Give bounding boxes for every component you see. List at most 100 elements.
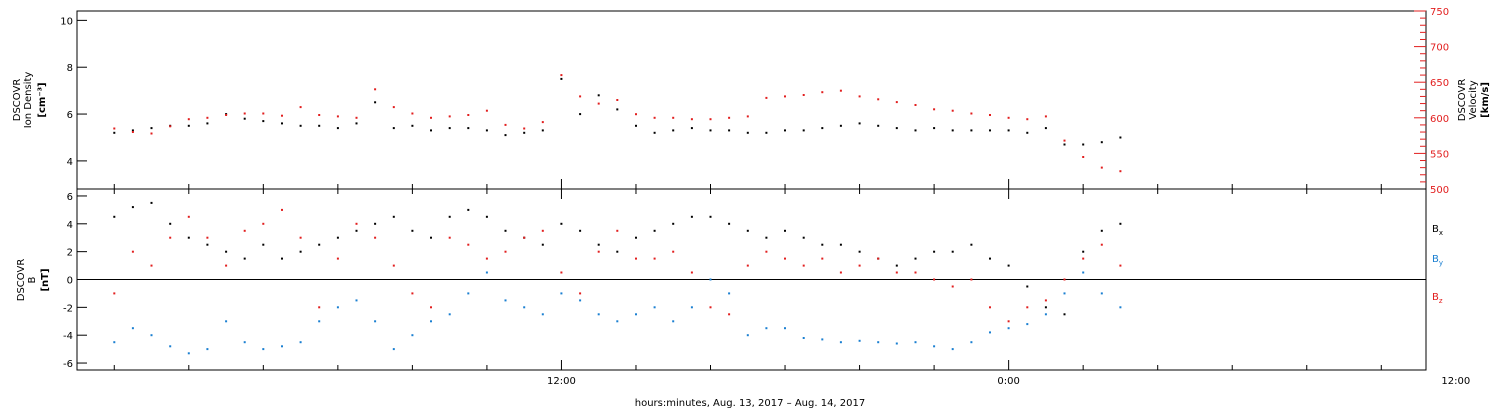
- b-point-2-48: [1007, 320, 1010, 323]
- b-point-2-21: [504, 250, 507, 253]
- b-point-1-39: [839, 341, 842, 344]
- velocity-point-0-5: [206, 116, 209, 119]
- density-velocity-panel: 4 6 8 10 500 550 600 650 700 750 DSCOVR Ion Dens…: [12, 7, 1491, 196]
- b-point-2-11: [318, 306, 321, 309]
- b-point-1-24: [560, 292, 563, 295]
- b-point-0-42: [895, 264, 898, 267]
- panel-1-points: [113, 74, 1122, 173]
- density-point-0-11: [318, 124, 321, 127]
- b-point-2-8: [262, 222, 265, 225]
- b-label-line1: DSCOVR: [16, 259, 27, 302]
- b-point-2-50: [1044, 299, 1047, 302]
- b-point-0-43: [914, 257, 917, 260]
- velocity-point-0-3: [169, 125, 172, 128]
- b-point-0-13: [355, 229, 358, 232]
- density-point-0-33: [728, 129, 731, 132]
- density-point-0-48: [1007, 129, 1010, 132]
- x-axis-ticks: [113, 179, 1382, 370]
- b-point-0-16: [411, 229, 414, 232]
- velocity-label-line2: Velocity: [1468, 80, 1479, 119]
- b-point-1-7: [243, 341, 246, 344]
- velocity-point-0-13: [355, 116, 358, 119]
- b-point-1-47: [989, 331, 991, 334]
- density-point-0-15: [392, 127, 395, 130]
- b-point-0-45: [951, 250, 954, 253]
- b-point-0-5: [206, 243, 209, 246]
- b-point-0-11: [318, 243, 321, 246]
- b-point-0-50: [1044, 306, 1047, 309]
- b-point-1-30: [672, 320, 675, 323]
- density-point-0-26: [597, 94, 600, 97]
- b-point-1-5: [206, 348, 209, 351]
- b-point-2-7: [243, 229, 246, 232]
- density-point-0-24: [560, 77, 563, 80]
- b-point-2-27: [616, 229, 619, 232]
- b-point-0-7: [243, 257, 246, 260]
- b-point-1-37: [802, 337, 805, 339]
- b-point-2-54: [1119, 264, 1122, 267]
- b-point-2-39: [839, 271, 842, 274]
- b-point-1-0: [113, 341, 116, 344]
- velocity-point-0-32: [709, 118, 712, 121]
- b-point-1-41: [877, 341, 880, 344]
- b-point-2-22: [523, 236, 526, 239]
- b-point-1-16: [411, 334, 414, 337]
- b-unit: [nT]: [40, 268, 51, 291]
- b-point-0-46: [970, 243, 973, 246]
- b-point-1-54: [1119, 306, 1122, 309]
- b-point-0-30: [672, 222, 675, 225]
- b-point-1-53: [1100, 292, 1103, 295]
- velocity-tick-label-1: 550: [1430, 149, 1449, 160]
- density-point-0-50: [1044, 127, 1047, 130]
- density-point-0-2: [150, 127, 153, 130]
- b-point-2-9: [281, 208, 283, 211]
- b-point-0-4: [187, 236, 190, 239]
- b-point-1-20: [485, 271, 488, 274]
- b-point-0-31: [690, 215, 693, 218]
- b-point-0-0: [113, 215, 116, 218]
- b-point-1-50: [1044, 313, 1047, 316]
- panel-2-points: [113, 201, 1122, 355]
- velocity-point-0-4: [187, 118, 190, 121]
- velocity-unit: [km/s]: [1480, 82, 1491, 118]
- b-point-0-9: [281, 257, 283, 260]
- velocity-point-0-37: [802, 94, 805, 96]
- b-point-2-33: [728, 313, 731, 316]
- velocity-point-0-24: [560, 74, 563, 77]
- b-point-0-51: [1063, 313, 1066, 316]
- density-point-0-31: [690, 127, 693, 130]
- density-point-0-37: [802, 129, 805, 132]
- b-point-0-47: [989, 257, 991, 260]
- density-point-0-7: [243, 117, 246, 120]
- density-point-0-35: [765, 131, 768, 134]
- b-point-0-54: [1119, 222, 1122, 225]
- b-point-0-2: [150, 201, 153, 204]
- velocity-point-0-25: [579, 95, 582, 98]
- b-point-0-39: [839, 243, 842, 246]
- b-point-2-23: [541, 229, 544, 232]
- b-point-2-32: [709, 306, 712, 309]
- legend-bx: Bx: [1432, 224, 1443, 237]
- velocity-point-0-19: [467, 114, 470, 116]
- b-point-2-12: [336, 257, 339, 260]
- x-tick-label-0: 12:00: [547, 376, 576, 387]
- velocity-point-0-15: [392, 106, 395, 109]
- velocity-point-0-36: [784, 95, 786, 98]
- b-point-1-36: [784, 327, 786, 330]
- velocity-tick-label-4: 700: [1430, 43, 1449, 54]
- b-point-1-49: [1026, 323, 1029, 326]
- b-point-2-42: [895, 271, 898, 274]
- b-point-2-26: [597, 250, 600, 253]
- b-tick-label-1: -4: [63, 331, 73, 342]
- b-point-1-6: [225, 320, 228, 323]
- density-point-0-39: [839, 124, 842, 127]
- density-point-0-19: [467, 127, 470, 130]
- b-point-1-40: [858, 339, 861, 342]
- b-point-1-8: [262, 348, 265, 351]
- b-point-1-44: [933, 345, 936, 348]
- b-point-2-4: [187, 215, 190, 218]
- density-point-0-52: [1082, 143, 1085, 146]
- b-point-2-2: [150, 264, 153, 267]
- density-point-0-30: [672, 129, 675, 132]
- b-point-1-35: [765, 327, 768, 330]
